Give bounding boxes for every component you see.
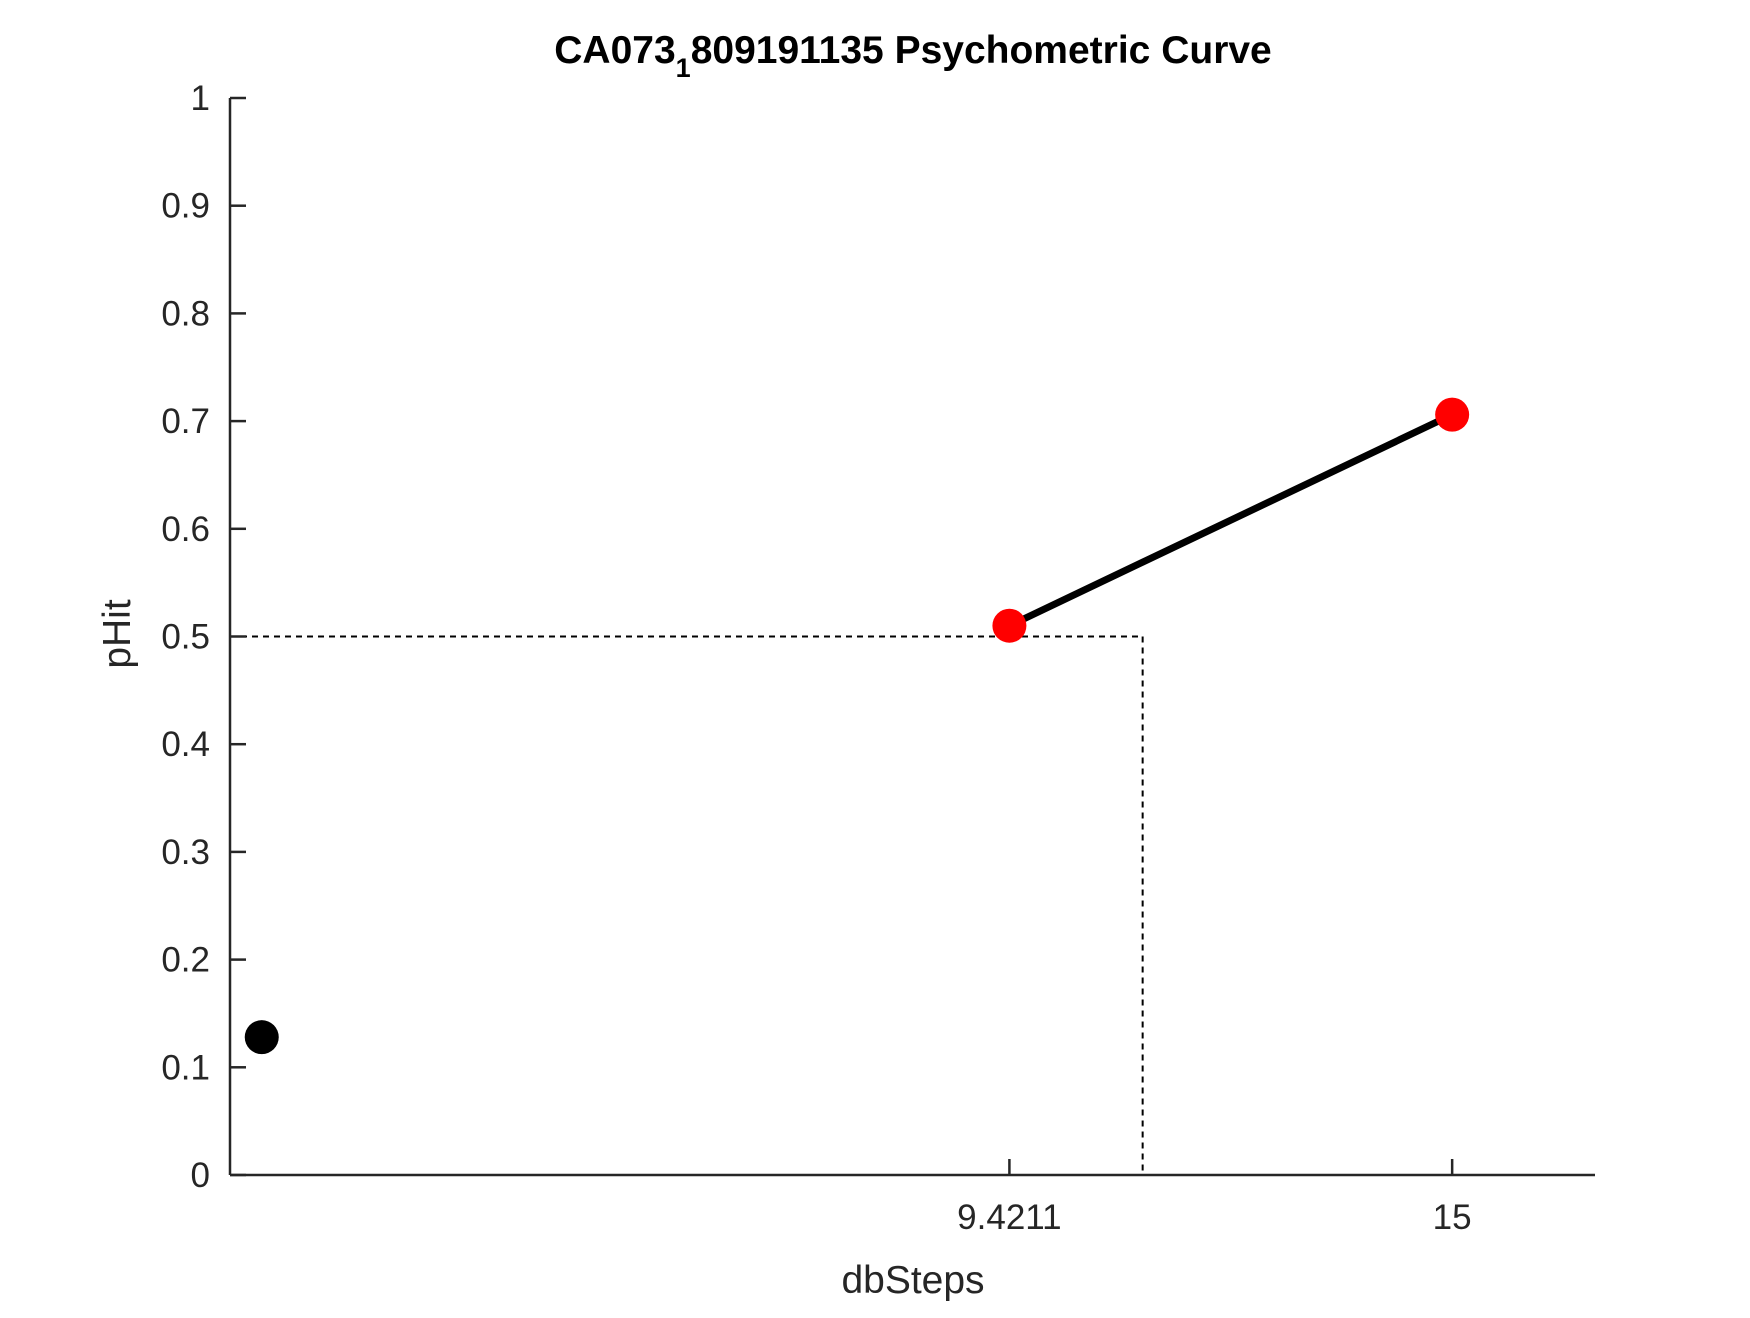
y-tick-label: 0.9 <box>161 187 210 226</box>
y-tick-label: 0.3 <box>161 833 210 872</box>
chart-title: CA0731809191135 Psychometric Curve <box>554 29 1272 83</box>
y-tick-label: 0.4 <box>161 725 210 764</box>
y-tick-label: 0.1 <box>161 1048 210 1087</box>
red-data-point <box>992 608 1027 643</box>
chart-title-rest: 809191135 Psychometric Curve <box>691 29 1272 72</box>
y-tick-label: 0.8 <box>161 294 210 333</box>
black-data-point <box>244 1020 279 1055</box>
x-tick-label: 15 <box>1433 1198 1472 1237</box>
x-axis-label: dbSteps <box>841 1259 984 1302</box>
chart-title-subscript: 1 <box>676 53 691 83</box>
y-tick-label: 0 <box>191 1156 210 1195</box>
y-tick-label: 0.6 <box>161 510 210 549</box>
y-tick-label: 1 <box>191 79 210 118</box>
y-axis-label: pHit <box>96 599 139 669</box>
plot-area: 0 0.1 0.2 0.3 0.4 0.5 0.6 0.7 0.8 0.9 1 9.4211 15 <box>161 79 1595 1237</box>
curve-line-segment <box>1005 411 1456 630</box>
y-tick-label: 0.5 <box>161 618 210 657</box>
chart-title-main: CA073 <box>554 29 675 72</box>
red-data-point <box>1435 397 1470 432</box>
y-tick-label: 0.2 <box>161 941 210 980</box>
x-tick-label: 9.4211 <box>957 1198 1061 1237</box>
y-tick-label: 0.7 <box>161 402 210 441</box>
